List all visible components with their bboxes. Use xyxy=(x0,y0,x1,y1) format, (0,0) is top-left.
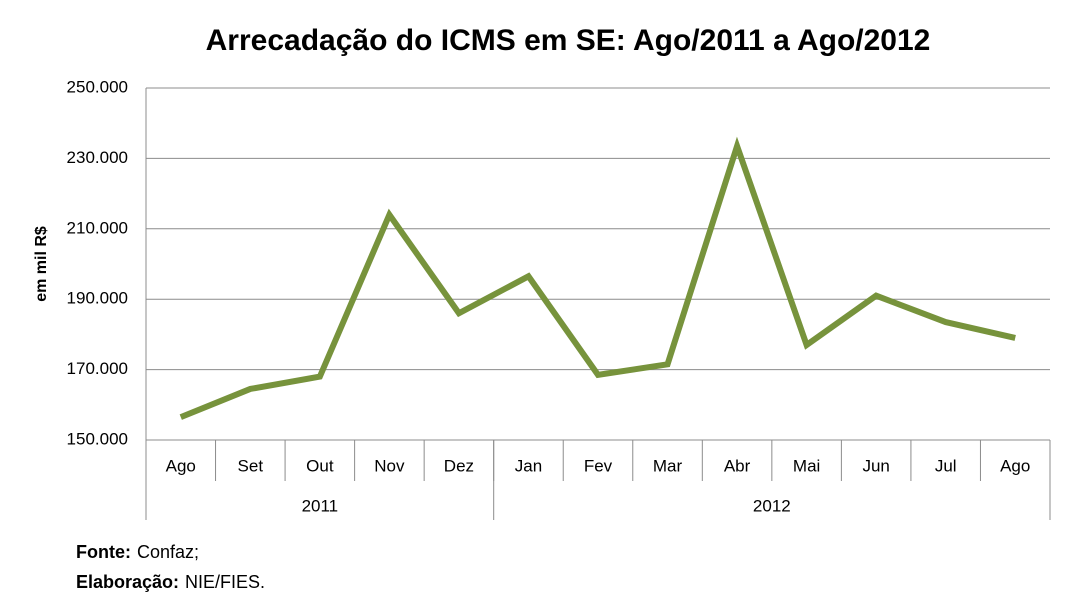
x-tick-label: Ago xyxy=(1000,456,1030,475)
x-tick-label: Jan xyxy=(515,456,542,475)
x-tick-label: Mar xyxy=(653,456,683,475)
data-line xyxy=(179,136,1016,420)
y-tick-label: 230.000 xyxy=(67,148,128,167)
source-note: Elaboração: NIE/FIES. xyxy=(76,572,265,592)
note-text: NIE/FIES. xyxy=(185,572,265,592)
x-tick-label: Out xyxy=(306,456,334,475)
y-tick-label: 250.000 xyxy=(67,77,128,96)
y-tick-label: 170.000 xyxy=(67,359,128,378)
chart-title: Arrecadação do ICMS em SE: Ago/2011 a Ag… xyxy=(206,24,931,57)
x-tick-label: Set xyxy=(238,456,264,475)
y-tick-label: 210.000 xyxy=(67,218,128,237)
x-tick-label: Ago xyxy=(166,456,196,475)
x-tick-label: Jun xyxy=(862,456,889,475)
group-label: 2012 xyxy=(753,496,791,515)
x-tick-label: Mai xyxy=(793,456,820,475)
y-axis-title: em mil R$ xyxy=(33,226,50,302)
group-label: 2011 xyxy=(302,496,339,515)
source-note: Fonte: Confaz; xyxy=(76,542,199,562)
x-tick-label: Nov xyxy=(374,456,405,475)
x-tick-label: Fev xyxy=(584,456,613,475)
note-label: Fonte: xyxy=(76,542,131,562)
x-tick-label: Jul xyxy=(935,456,957,475)
x-tick-label: Dez xyxy=(444,456,474,475)
y-tick-label: 150.000 xyxy=(67,429,128,448)
note-text: Confaz; xyxy=(137,542,199,562)
note-label: Elaboração: xyxy=(76,572,179,592)
y-tick-label: 190.000 xyxy=(67,289,128,308)
x-tick-label: Abr xyxy=(724,456,751,475)
